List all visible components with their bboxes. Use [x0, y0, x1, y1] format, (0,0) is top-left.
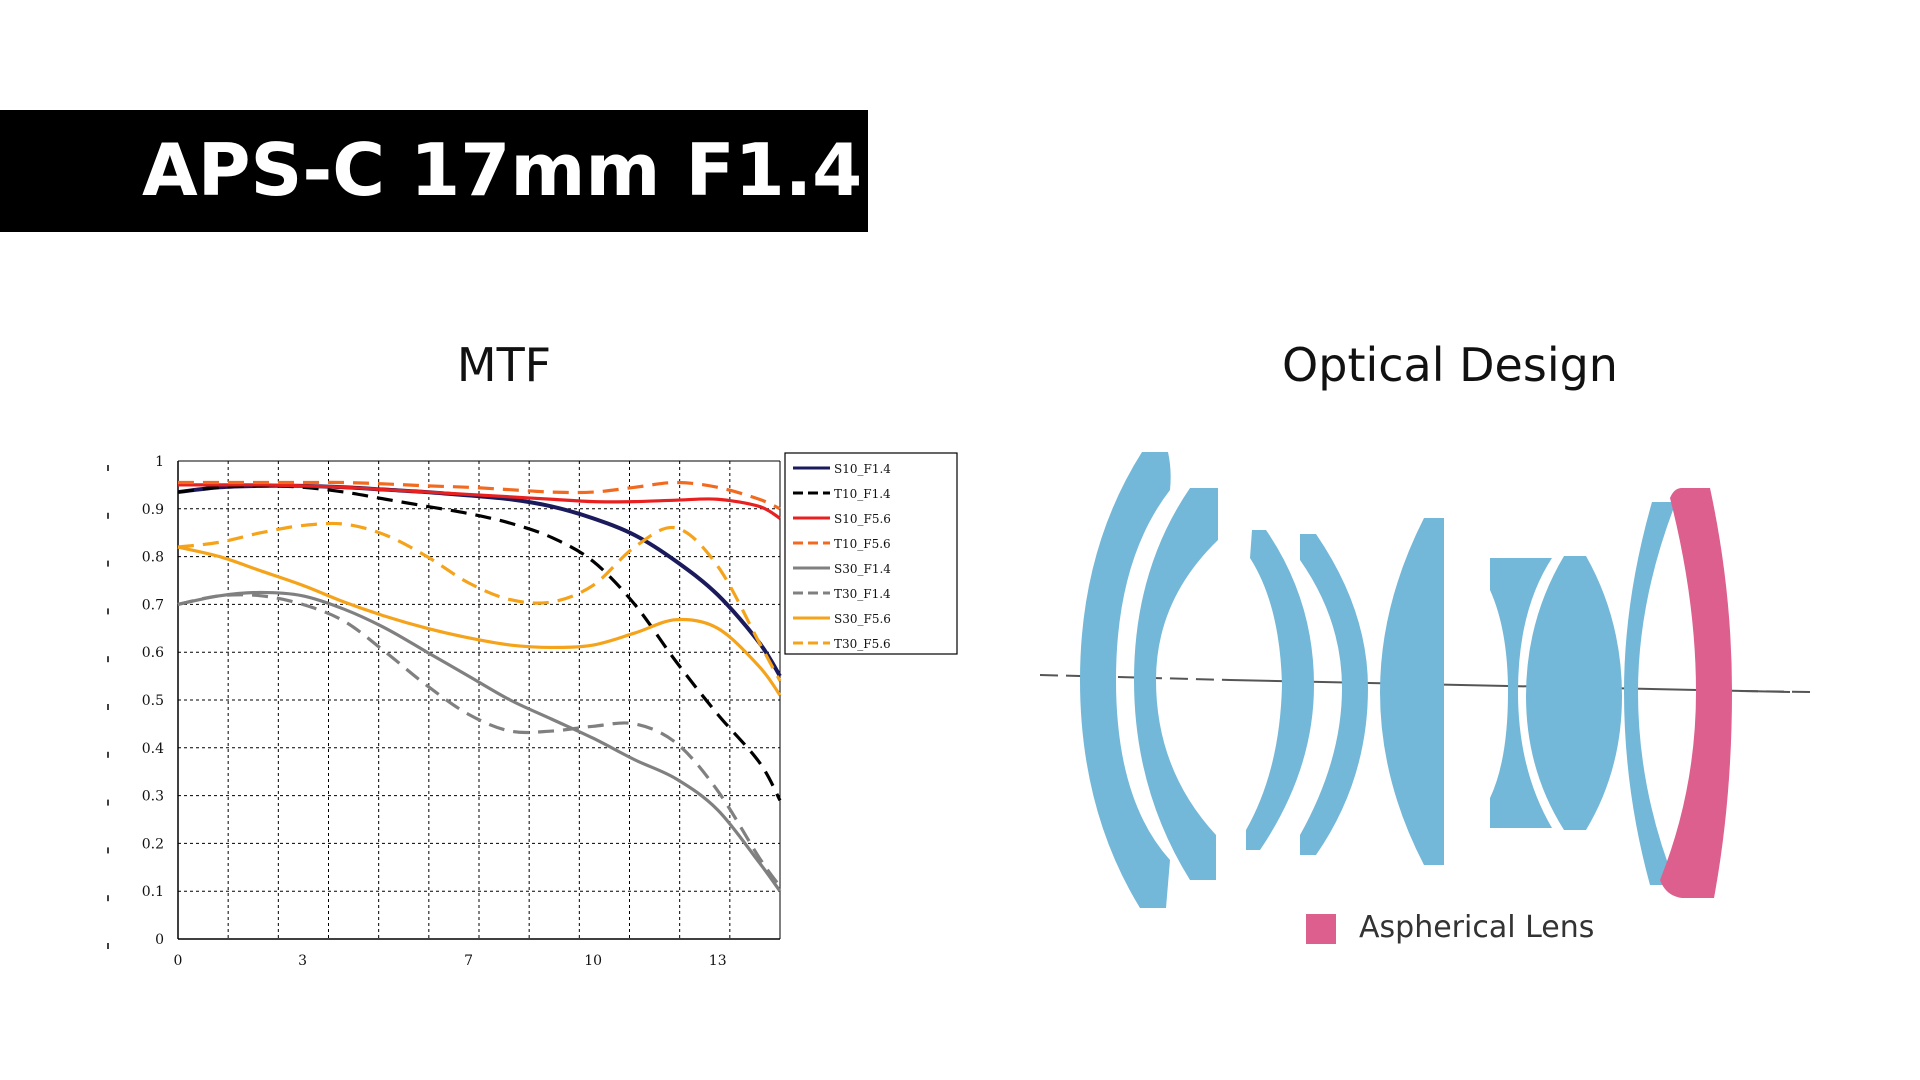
chart-axes: 00.10.20.30.40.50.60.70.80.910 3 7 10 13	[142, 454, 780, 969]
legend-label: T10_F5.6	[834, 537, 891, 551]
lens-element-2	[1134, 488, 1218, 880]
lens-element-7	[1624, 502, 1676, 885]
optical-design-heading: Optical Design	[1282, 338, 1618, 392]
title-bar	[0, 110, 868, 232]
y-tick-label: 0.8	[142, 550, 164, 566]
legend-label: S10_F1.4	[834, 462, 891, 476]
series-line-t30-f5-6	[177, 521, 782, 682]
y-tick-label: 0.7	[142, 597, 164, 613]
series-line-s30-f5-6	[177, 545, 782, 697]
series-line-s30-f1-4	[177, 590, 782, 893]
chart-grid	[107, 460, 781, 949]
legend-label: S30_F1.4	[834, 562, 891, 576]
series-line-s10-f5-6	[178, 483, 781, 520]
mtf-chart: 00.10.20.30.40.50.60.70.80.910 3 7 10 13 S10…	[107, 452, 958, 969]
series-line-t30-f1-4	[177, 593, 782, 888]
legend-label: T10_F1.4	[834, 487, 891, 501]
legend-label: S30_F5.6	[834, 612, 891, 626]
aspherical-legend-swatch	[1306, 914, 1336, 944]
chart-legend: S10_F1.4 T10_F1.4 S10_F5.6 T10_F5.6 S30_F1.4…	[784, 452, 958, 655]
chart-series	[177, 480, 782, 893]
y-tick-label: 1	[155, 454, 164, 470]
y-tick-label: 0.4	[142, 741, 164, 757]
legend-label: T30_F1.4	[834, 587, 891, 601]
y-tick-label: 0.9	[142, 502, 164, 518]
y-tick-label: 0.2	[142, 836, 164, 852]
y-tick-label: 0.1	[142, 884, 164, 900]
series-line-t10-f5-6	[178, 480, 781, 511]
optical-design-diagram	[1039, 452, 1811, 908]
mtf-heading: MTF	[456, 338, 552, 392]
optical-axis-line	[1739, 690, 1811, 693]
x-tick-label: 3	[298, 953, 307, 969]
aspherical-legend-label: Aspherical Lens	[1359, 910, 1595, 945]
x-tick-label: 13	[709, 953, 727, 969]
lens-element-1	[1080, 452, 1171, 908]
legend-label: T30_F5.6	[834, 637, 891, 651]
x-tick-label: 0	[174, 953, 183, 969]
lens-element-3	[1246, 530, 1314, 850]
lens-element-5	[1380, 518, 1444, 865]
x-tick-label: 10	[584, 953, 602, 969]
lens-element-4	[1300, 534, 1368, 855]
legend-label: S10_F5.6	[834, 512, 891, 526]
legend-box	[784, 452, 958, 655]
y-tick-label: 0.3	[142, 789, 164, 805]
lens-element-6a	[1490, 558, 1552, 828]
y-tick-label: 0.6	[142, 645, 164, 661]
lens-element-6b	[1526, 556, 1622, 830]
x-tick-label: 7	[464, 953, 473, 969]
y-tick-label: 0.5	[142, 693, 164, 709]
y-tick-label: 0	[155, 932, 164, 948]
page-title: APS-C 17mm F1.4	[142, 128, 863, 212]
aspherical-lens-element	[1660, 488, 1732, 898]
